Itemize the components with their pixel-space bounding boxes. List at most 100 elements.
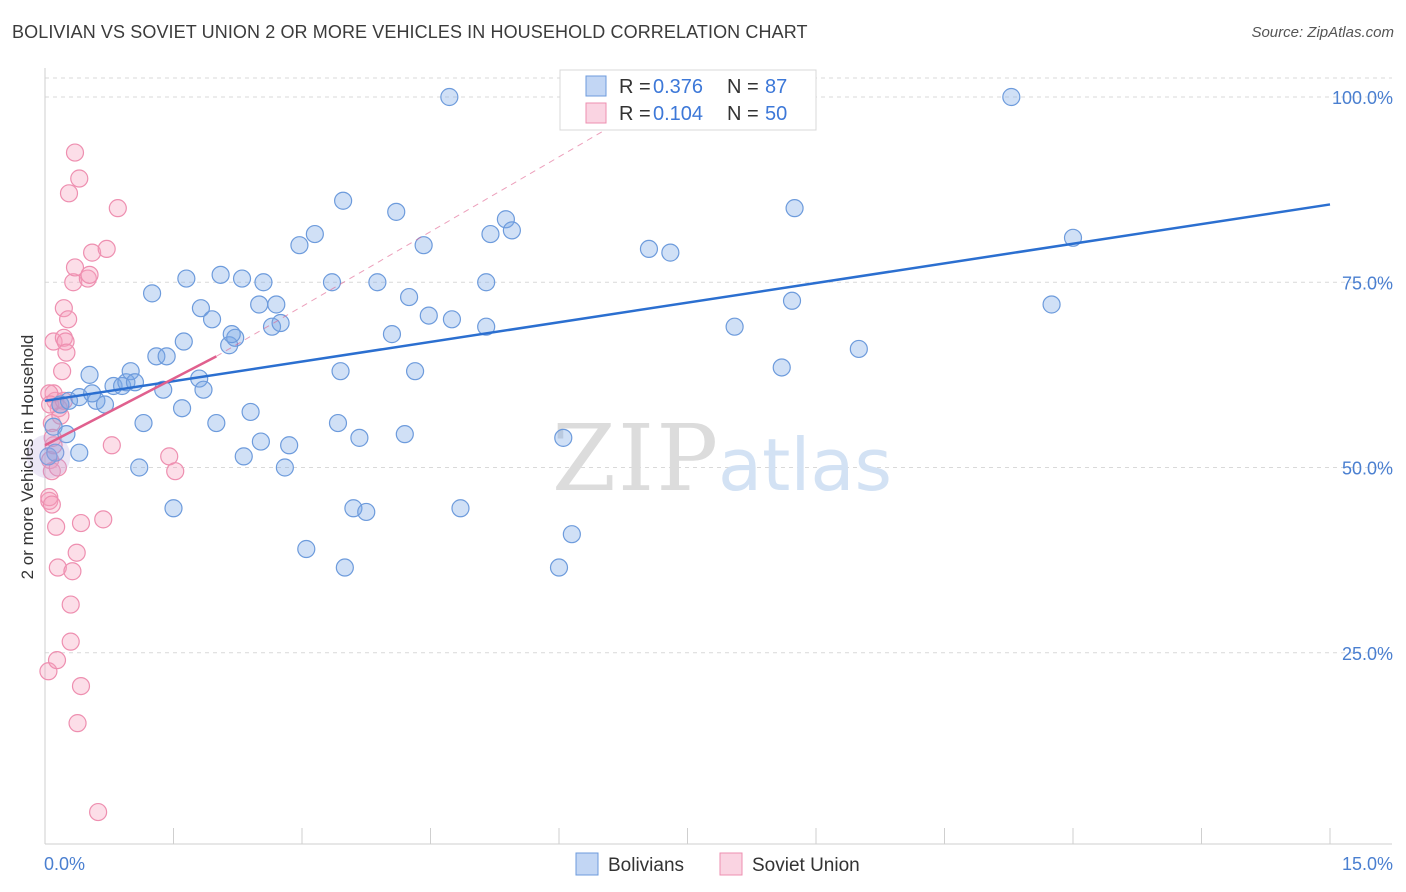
bolivians-point-58 [399,287,419,307]
legend-n-value-bolivians: 87 [765,76,787,98]
bolivians-point-16 [134,413,153,433]
y-tick-label-1: 75.0% [1342,273,1393,293]
bolivians-point-81 [1042,295,1061,314]
bolivians-point-70 [549,558,569,577]
bolivians-point-78 [785,199,804,218]
bolivians-point-41 [271,313,290,333]
soviet-union-point-10 [47,651,67,670]
soviet-union-point-35 [89,802,108,822]
legend-r-value-bolivians: 0.376 [653,76,703,98]
soviet-union-point-27 [67,543,86,562]
legend-box [559,69,817,131]
soviet-union-point-28 [68,714,87,733]
bolivians-point-61 [419,306,438,325]
bolivians-point-49 [334,191,353,210]
watermark-zip: ZIP [552,405,720,512]
bolivians-point-79 [849,339,868,359]
legend-r-label-bolivians: R = [619,76,651,98]
bolivians-point-31 [220,336,239,355]
soviet-union-point-41 [166,462,185,481]
bolivians-point-8 [80,365,99,384]
x-tick-label-max: 15.0% [1342,854,1393,874]
bolivians-point-23 [174,332,193,351]
bolivians-point-45 [297,539,316,559]
soviet-union-points [39,143,185,822]
bolivians-point-60 [414,236,433,255]
trendlines [44,96,1331,447]
bolivians-point-20 [157,347,176,366]
bolivians-point-37 [251,432,270,451]
bolivians-point-2 [46,443,65,462]
bolivians-point-14 [121,362,140,381]
bolivians-point-35 [241,402,260,422]
watermark-atlas: atlas [718,423,892,507]
bolivians-point-44 [290,236,309,255]
bolivians-point-86 [222,325,241,344]
legend-n-label-bolivians: N = [727,76,759,98]
y-tick-label-2: 50.0% [1342,459,1393,479]
soviet-union-point-29 [70,169,89,188]
bolivians-point-40 [267,295,286,314]
bolivians-point-17 [142,284,162,303]
bolivians-point-43 [280,436,299,455]
bolivians-point-26 [191,299,211,318]
bolivians-point-67 [481,224,500,244]
legend-n-label-soviet-union: N = [727,103,759,125]
soviet-union-point-45 [42,495,61,514]
source-credit: Source: ZipAtlas.com [1251,24,1394,41]
bolivians-point-33 [232,269,252,288]
bolivians-point-15 [130,458,149,477]
soviet-union-point-9 [47,517,66,536]
soviet-union-point-2 [40,488,59,507]
y-axis-label: 2 or more Vehicles in Household [18,335,37,580]
bolivians-point-6 [70,443,89,462]
bolivians-trendline [44,203,1331,403]
soviet-union-point-11 [48,558,67,577]
bolivians-point-46 [305,224,324,244]
bolivians-point-75 [725,317,744,336]
chart-title: BOLIVIAN VS SOVIET UNION 2 OR MORE VEHIC… [12,22,808,42]
bolivians-point-24 [177,269,196,288]
soviet-union-point-14 [53,362,72,381]
x-tick-label-min: 0.0% [44,854,85,874]
soviet-union-point-20 [59,184,79,203]
axes [44,68,1392,845]
bolivians-point-28 [202,310,222,329]
soviet-union-trendline [44,355,217,447]
bolivians-point-22 [172,399,192,418]
legend: R = 0.376 N = 87 R = 0.104 N = 50 [559,69,817,131]
bolivians-point-27 [194,380,213,399]
soviet-union-point-36 [94,510,113,529]
bolivians-point-64 [451,499,470,518]
bolivians-point-57 [395,425,414,444]
soviet-union-point-33 [80,265,99,284]
soviet-union-point-26 [65,258,85,277]
bottom-legend: Bolivians Soviet Union [575,852,860,876]
bolivians-point-66 [477,317,496,336]
y-tick-label-3: 25.0% [1342,644,1393,664]
bolivians-point-76 [772,358,791,377]
bolivians-point-30 [211,265,230,284]
soviet-union-point-39 [108,199,127,218]
x-tick-labels: 0.0% 15.0% [44,854,1393,874]
soviet-union-point-22 [61,632,80,651]
bolivians-point-53 [357,502,376,522]
legend-n-value-soviet-union: 50 [765,103,787,125]
soviet-union-point-34 [83,243,102,262]
bolivians-point-50 [335,558,354,577]
bolivians-point-18 [147,347,166,366]
bottom-legend-label-soviet-union: Soviet Union [752,855,860,876]
bolivians-point-80 [1002,87,1021,107]
soviet-union-point-16 [54,299,73,318]
soviet-union-point-38 [102,436,121,455]
bolivians-point-69 [502,221,521,240]
y-tick-label-0: 100.0% [1332,88,1393,108]
bolivians-point-73 [639,239,659,259]
bolivians-point-65 [477,273,496,292]
soviet-union-point-31 [71,676,91,696]
bolivians-point-63 [442,310,462,329]
bolivians-point-56 [387,202,406,221]
bolivians-point-59 [405,362,425,381]
bolivians-point-71 [554,428,573,447]
